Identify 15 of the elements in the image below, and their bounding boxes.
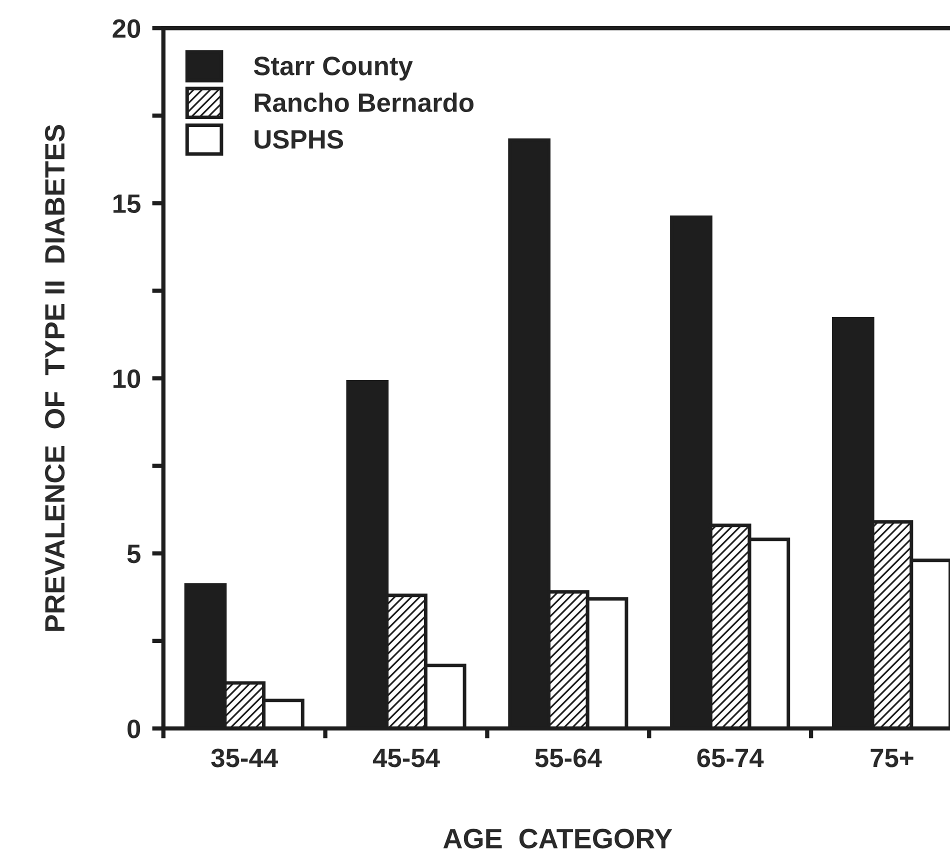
- x-tick-label: 65-74: [697, 748, 764, 768]
- y-axis-title: PREVALENCE OF TYPE II DIABETES: [45, 124, 65, 631]
- x-axis-title: AGE CATEGORY: [443, 828, 672, 848]
- legend-label: Starr County: [254, 56, 413, 81]
- legend-label: Rancho Bernardo: [254, 92, 474, 112]
- y-tick-label: 20: [112, 19, 140, 38]
- y-tick-label: 5: [127, 544, 140, 564]
- legend-label: USPHS: [254, 130, 344, 149]
- x-tick-label: 55-64: [535, 748, 602, 768]
- y-tick-label: 10: [113, 369, 140, 388]
- x-tick-label: 45-54: [372, 748, 440, 768]
- y-tick-label: 15: [113, 194, 140, 214]
- x-tick-label: 75+: [870, 748, 914, 768]
- y-tick-label: 0: [128, 720, 140, 738]
- x-tick-label: 35-44: [211, 748, 278, 768]
